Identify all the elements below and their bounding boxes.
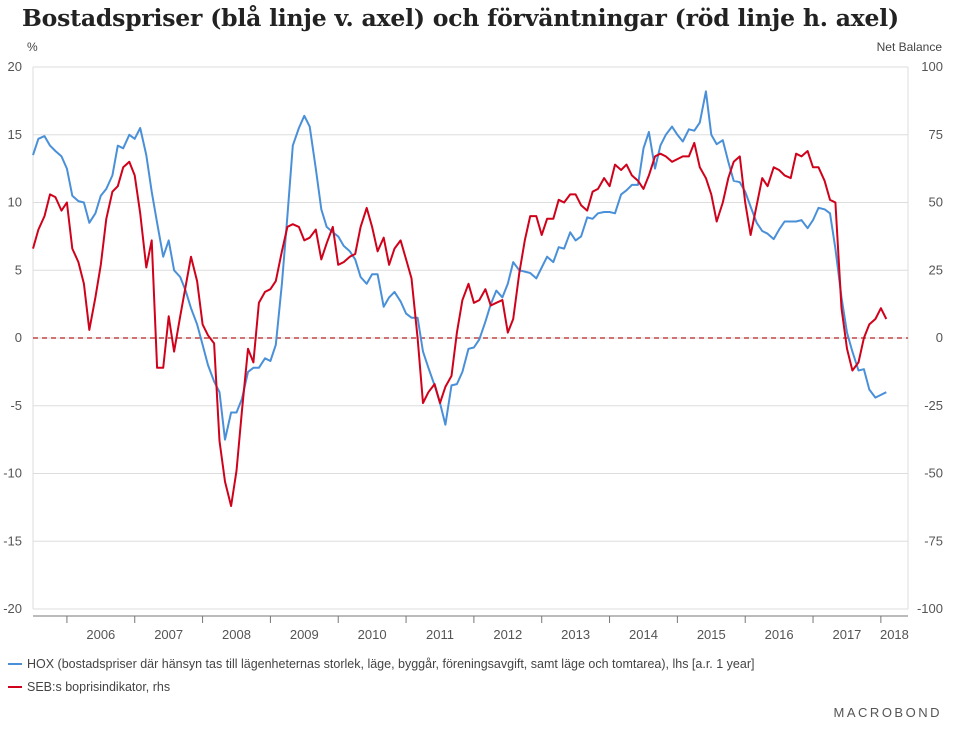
x-tick-label: 2016 — [765, 627, 794, 642]
left-axis-unit: % — [27, 40, 38, 54]
x-tick-label: 2010 — [358, 627, 387, 642]
left-tick-label: 15 — [8, 127, 22, 142]
x-tick-label: 2018 — [880, 627, 909, 642]
legend-label-seb: SEB:s boprisindikator, rhs — [27, 680, 171, 694]
right-tick-label: 100 — [921, 59, 943, 74]
legend-swatch-hox — [8, 662, 22, 665]
x-tick-label: 2013 — [561, 627, 590, 642]
right-tick-label: -100 — [917, 601, 943, 616]
left-tick-label: -5 — [10, 398, 22, 413]
right-tick-label: 25 — [929, 262, 943, 277]
legend-label-hox: HOX (bostadspriser där hänsyn tas till l… — [27, 657, 755, 671]
left-tick-label: 5 — [15, 262, 22, 277]
x-tick-label: 2014 — [629, 627, 658, 642]
right-tick-label: 0 — [936, 330, 943, 345]
x-tick-label: 2017 — [832, 627, 861, 642]
series-line-seb — [32, 141, 888, 507]
x-tick-label: 2008 — [222, 627, 251, 642]
left-tick-label: -10 — [3, 466, 22, 481]
left-tick-label: 20 — [8, 59, 22, 74]
chart-title: Bostadspriser (blå linje v. axel) och fö… — [22, 4, 899, 32]
x-tick-label: 2006 — [86, 627, 115, 642]
legend-swatch-seb — [8, 685, 22, 688]
left-tick-label: -20 — [3, 601, 22, 616]
left-tick-label: 10 — [8, 195, 22, 210]
right-tick-label: -75 — [924, 533, 943, 548]
series-line-hox — [32, 90, 887, 441]
x-tick-label: 2015 — [697, 627, 726, 642]
x-tick-label: 2012 — [493, 627, 522, 642]
right-tick-label: 50 — [929, 195, 943, 210]
left-tick-label: 0 — [15, 330, 22, 345]
right-tick-label: 75 — [929, 127, 943, 142]
right-tick-label: -25 — [924, 398, 943, 413]
x-tick-label: 2007 — [154, 627, 183, 642]
x-tick-label: 2011 — [426, 627, 454, 642]
x-tick-label: 2009 — [290, 627, 319, 642]
macrobond-logo: MACROBOND — [833, 705, 942, 720]
right-axis-unit: Net Balance — [876, 40, 942, 54]
legend-item-hox: HOX (bostadspriser där hänsyn tas till l… — [8, 657, 754, 671]
right-tick-label: -50 — [924, 466, 943, 481]
left-tick-label: -15 — [3, 533, 22, 548]
legend-item-seb: SEB:s boprisindikator, rhs — [8, 680, 170, 694]
